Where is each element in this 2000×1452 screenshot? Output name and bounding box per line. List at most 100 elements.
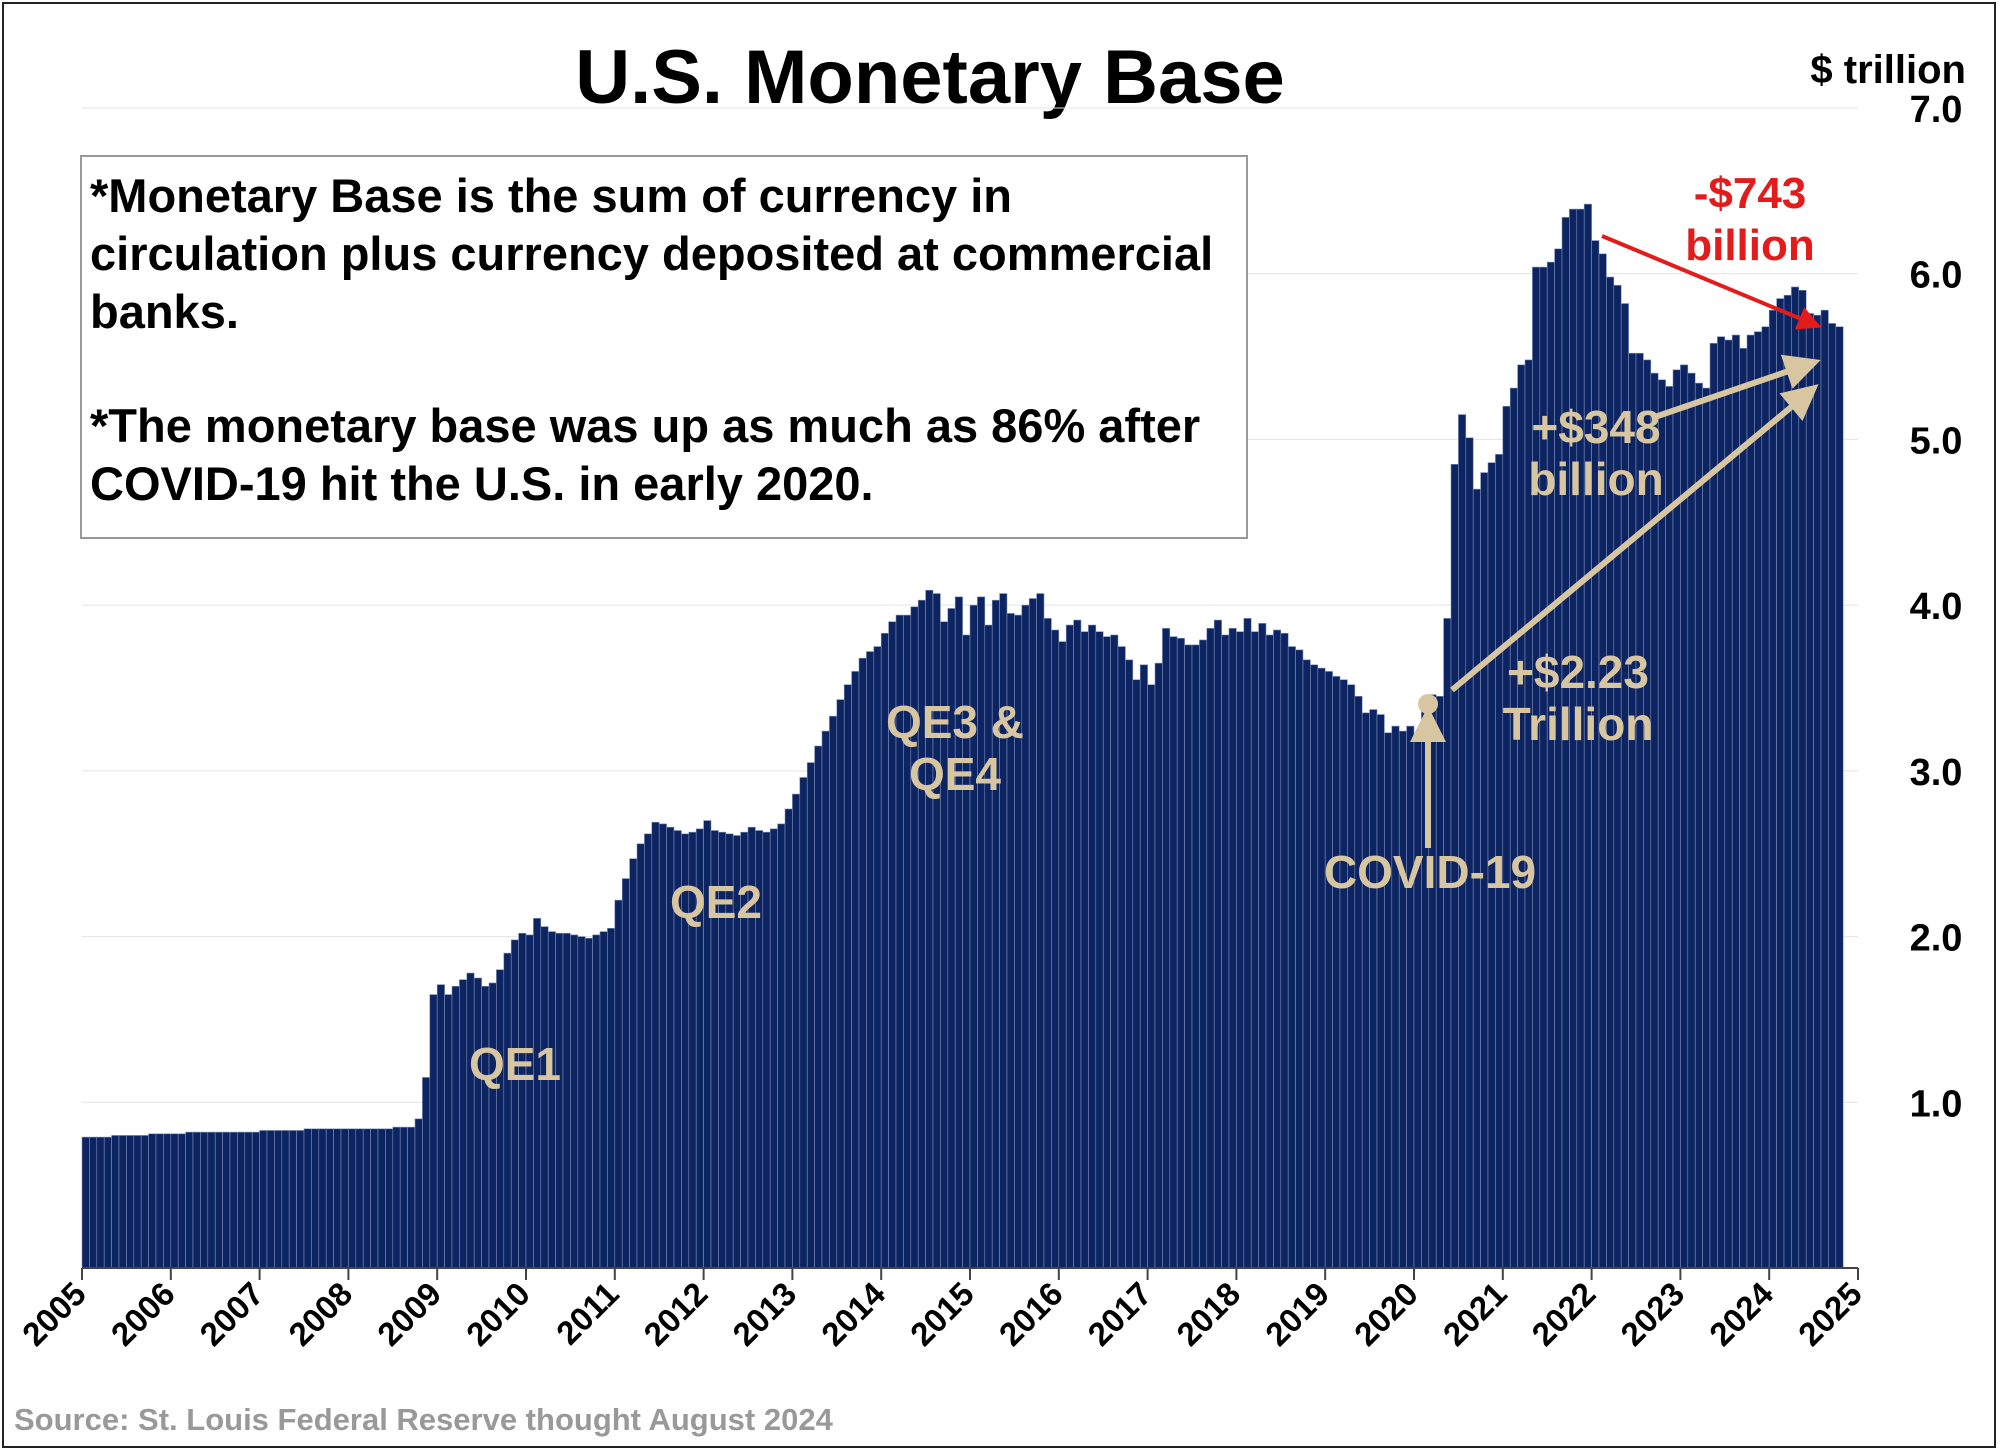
bar — [111, 1135, 120, 1269]
bar — [1435, 695, 1444, 1269]
bar — [777, 823, 786, 1269]
bar — [1443, 618, 1452, 1269]
x-tick-label: 2015 — [903, 1275, 981, 1353]
bar — [496, 969, 505, 1269]
bar — [1391, 725, 1400, 1269]
bar — [1243, 618, 1252, 1269]
bar — [488, 982, 497, 1269]
x-tick-label: 2025 — [1791, 1275, 1869, 1353]
bar — [251, 1131, 260, 1269]
bar — [1310, 664, 1319, 1269]
bar — [340, 1128, 349, 1269]
bar — [1139, 664, 1148, 1269]
bar — [303, 1128, 312, 1269]
bar — [459, 979, 468, 1269]
bar — [644, 833, 653, 1269]
bar — [1731, 334, 1740, 1269]
bar — [1317, 667, 1326, 1269]
y-tick-label: 2.0 — [1910, 918, 1963, 960]
bar — [200, 1131, 209, 1269]
bar — [1694, 382, 1703, 1269]
bar — [1761, 326, 1770, 1269]
bar — [873, 646, 882, 1269]
bar — [836, 699, 845, 1269]
bar — [806, 762, 815, 1269]
bar — [281, 1130, 290, 1269]
x-tick-label: 2019 — [1258, 1275, 1336, 1353]
y-axis-ticks: 1.0 2.0 3.0 4.0 5.0 6.0 7.0 — [1910, 89, 1963, 1125]
bar — [103, 1136, 112, 1269]
bar — [1687, 372, 1696, 1269]
bar — [274, 1130, 283, 1269]
bar — [1199, 639, 1208, 1269]
bar — [1376, 714, 1385, 1269]
y-tick-label: 4.0 — [1910, 586, 1963, 628]
bar — [399, 1126, 408, 1269]
x-tick-label: 2012 — [636, 1275, 714, 1353]
bar — [1347, 684, 1356, 1269]
bar — [422, 1077, 431, 1269]
bar — [214, 1131, 223, 1269]
bar — [89, 1136, 98, 1269]
bar — [1665, 386, 1674, 1269]
qe34-label-line2: QE4 — [909, 748, 1001, 800]
bar — [1132, 679, 1141, 1269]
bar — [140, 1135, 149, 1269]
bar — [325, 1128, 334, 1269]
bar — [1776, 298, 1785, 1269]
bar — [599, 931, 608, 1269]
x-tick-label: 2009 — [370, 1275, 448, 1353]
bar — [155, 1133, 164, 1269]
bar — [1102, 636, 1111, 1269]
bar — [1332, 676, 1341, 1269]
x-tick-label: 2023 — [1613, 1275, 1691, 1353]
bar — [636, 843, 645, 1269]
x-tick-label: 2010 — [459, 1275, 537, 1353]
bar — [1413, 735, 1422, 1269]
bar — [658, 823, 667, 1269]
annotations: QE1 QE2 QE3 & QE4 COVID-19 +$2.23 Trilli… — [469, 169, 1822, 1090]
bar — [296, 1130, 305, 1269]
covid-gain-label-line1: +$2.23 — [1507, 646, 1649, 698]
bar — [1302, 659, 1311, 1269]
bar-series — [81, 203, 1844, 1269]
bar — [118, 1135, 127, 1269]
bar — [473, 977, 482, 1269]
bar — [503, 952, 512, 1269]
bar — [288, 1130, 297, 1269]
bar — [1043, 618, 1052, 1269]
bar — [1754, 331, 1763, 1269]
x-tick-label: 2022 — [1524, 1275, 1602, 1353]
bar — [1384, 732, 1393, 1269]
bar — [784, 808, 793, 1269]
bar — [177, 1133, 186, 1269]
bar — [1051, 629, 1060, 1269]
y-tick-label: 1.0 — [1910, 1083, 1963, 1125]
bar — [311, 1128, 320, 1269]
bar — [348, 1128, 357, 1269]
covid-start-marker — [1418, 694, 1438, 714]
y-tick-label: 6.0 — [1910, 255, 1963, 297]
x-tick-label: 2011 — [549, 1275, 626, 1352]
bar — [1791, 286, 1800, 1269]
bar — [1702, 387, 1711, 1269]
bar — [451, 985, 460, 1269]
bar — [1073, 619, 1082, 1269]
bar — [1783, 294, 1792, 1269]
y-tick-label: 7.0 — [1910, 89, 1963, 131]
x-axis-ticks: 2005 2006 2007 2008 2009 2010 2011 2012 2013 2014… — [15, 1268, 1869, 1353]
bar — [1095, 631, 1104, 1269]
y-tick-label: 3.0 — [1910, 752, 1963, 794]
bar — [333, 1128, 342, 1269]
qe2-label: QE2 — [670, 876, 762, 928]
bar — [126, 1135, 135, 1269]
x-tick-label: 2007 — [192, 1275, 270, 1353]
bar — [466, 972, 475, 1269]
x-tick-label: 2020 — [1347, 1275, 1425, 1353]
bar — [1080, 631, 1089, 1269]
bar — [1354, 695, 1363, 1269]
recent-gain-label-line2: billion — [1528, 453, 1663, 505]
bar — [932, 593, 941, 1269]
bar — [570, 934, 579, 1269]
